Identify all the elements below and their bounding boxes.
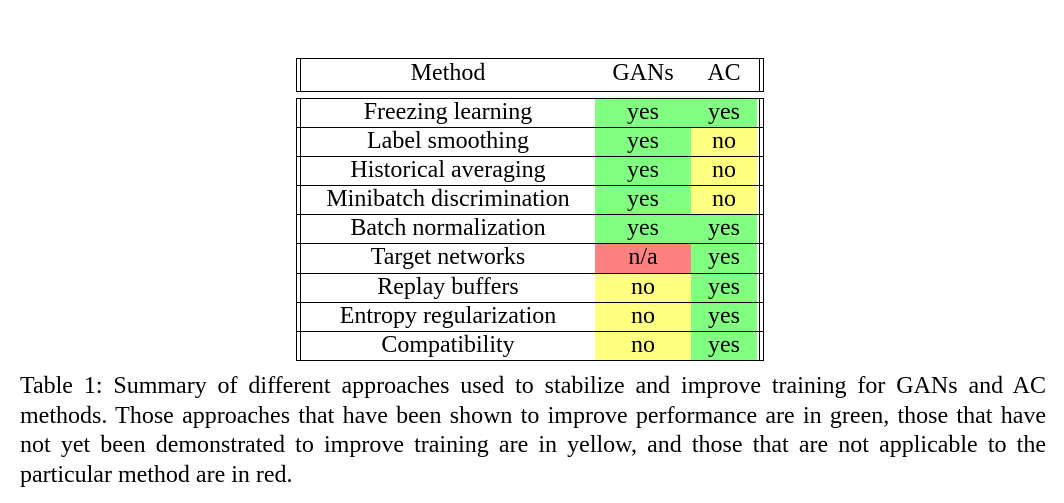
header-method: Method xyxy=(410,60,486,86)
cell-method: Entropy regularization xyxy=(339,302,557,329)
table-row: Replay buffers no yes xyxy=(297,273,763,303)
cell-method: Freezing learning xyxy=(363,99,533,125)
table-row: Batch normalization yes yes xyxy=(297,215,763,245)
cell-ac: yes xyxy=(691,99,757,128)
cell-method: Batch normalization xyxy=(350,215,546,242)
cell-gans: yes xyxy=(595,99,691,128)
cell-method: Historical averaging xyxy=(350,157,546,184)
table-row: Minibatch discrimination yes no xyxy=(297,186,763,216)
cell-gans: no xyxy=(595,273,691,302)
cell-ac: yes xyxy=(691,331,757,360)
table-row: Label smoothing yes no xyxy=(297,128,763,158)
table-header: Method GANs AC xyxy=(296,58,764,92)
cell-ac: yes xyxy=(691,215,757,244)
cell-method: Replay buffers xyxy=(377,273,519,300)
cell-ac: no xyxy=(691,157,757,186)
cell-method: Target networks xyxy=(370,244,526,271)
cell-method: Minibatch discrimination xyxy=(326,186,570,213)
table-row: Compatibility no yes xyxy=(297,331,763,361)
cell-gans: yes xyxy=(595,215,691,244)
cell-ac: yes xyxy=(691,273,757,302)
cell-ac: yes xyxy=(691,244,757,273)
table-row: Target networks n/a yes xyxy=(297,244,763,274)
cell-gans: no xyxy=(595,331,691,360)
table-caption: Table 1: Summary of different approaches… xyxy=(20,373,1046,488)
header-ac: AC xyxy=(707,60,741,86)
cell-gans: n/a xyxy=(595,244,691,273)
cell-gans: no xyxy=(595,302,691,331)
cell-ac: yes xyxy=(691,302,757,331)
table-row: Historical averaging yes no xyxy=(297,157,763,187)
cell-ac: no xyxy=(691,186,757,215)
comparison-table: Method GANs AC Freezing learning yes yes La… xyxy=(296,58,764,361)
table-row: Freezing learning yes yes xyxy=(297,99,763,129)
cell-gans: yes xyxy=(595,157,691,186)
header-gans: GANs xyxy=(612,60,674,86)
cell-gans: yes xyxy=(595,128,691,157)
table-body: Freezing learning yes yes Label smoothing ye… xyxy=(296,98,764,361)
cell-gans: yes xyxy=(595,186,691,215)
cell-method: Label smoothing xyxy=(367,128,529,155)
cell-method: Compatibility xyxy=(381,331,515,358)
cell-ac: no xyxy=(691,128,757,157)
table-row: Entropy regularization no yes xyxy=(297,302,763,332)
